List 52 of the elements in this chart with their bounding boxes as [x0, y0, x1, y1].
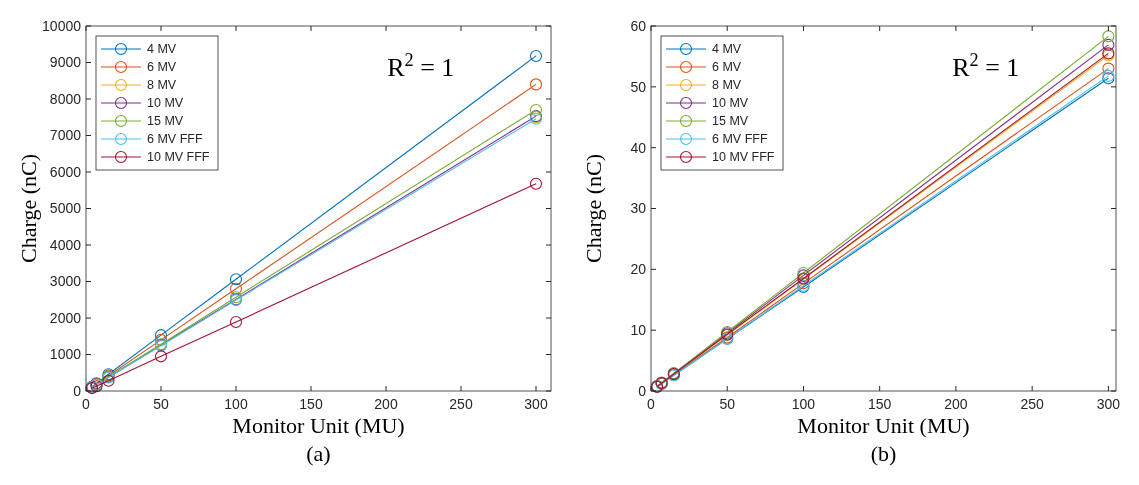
y-tick-label: 2000	[49, 309, 82, 326]
x-tick-label: 300	[524, 396, 548, 412]
legend-label: 4 MV	[147, 42, 177, 57]
y-tick-label: 9000	[49, 54, 82, 71]
x-tick-label: 100	[791, 396, 816, 412]
y-tick-label: 20	[630, 261, 647, 278]
y-tick-label: 3000	[49, 273, 82, 290]
legend-label: 15 MV	[147, 114, 184, 129]
legend-label: 6 MV FFF	[712, 132, 768, 147]
x-tick-label: 50	[719, 396, 736, 412]
x-axis-title: Monitor Unit (MU)	[232, 413, 405, 438]
legend-label: 6 MV FFF	[147, 132, 203, 147]
y-tick-label: 10	[630, 322, 647, 339]
y-tick-label: 5000	[49, 200, 82, 217]
y-tick-label: 40	[630, 139, 647, 156]
y-tick-label: 6000	[49, 163, 82, 180]
x-tick-label: 50	[153, 396, 169, 412]
text: (b)	[870, 441, 897, 466]
x-tick-label: 100	[224, 396, 248, 412]
legend-label: 8 MV	[712, 78, 742, 93]
legend-label: 10 MV	[712, 96, 749, 111]
legend-label: 15 MV	[712, 114, 749, 129]
annotation: R$^{2}$ = 1	[952, 50, 1020, 82]
y-tick-label: 0	[638, 382, 647, 399]
y-tick-label: 50	[630, 78, 647, 95]
x-tick-label: 150	[868, 396, 892, 412]
y-tick-label: 60	[630, 17, 647, 34]
y-tick-label: 0	[73, 382, 82, 399]
legend-label: 6 MV	[147, 60, 177, 75]
text: (a)	[306, 441, 331, 466]
y-tick-label: 30	[630, 200, 647, 217]
legend-label: 10 MV FFF	[147, 150, 210, 165]
legend-label: 10 MV FFF	[712, 150, 775, 165]
x-tick-label: 200	[374, 396, 398, 412]
legend-label: 6 MV	[712, 60, 742, 75]
legend-label: 10 MV	[147, 96, 184, 111]
y-tick-label: 8000	[49, 90, 82, 107]
annotation: R$^{2}$ = 1	[387, 50, 455, 82]
legend-label: 8 MV	[147, 78, 177, 93]
y-axis-title: Charge (nC)	[16, 154, 41, 263]
y-axis-title: Charge (nC)	[581, 154, 606, 263]
y-tick-label: 7000	[49, 127, 82, 144]
x-axis-title: Monitor Unit (MU)	[797, 413, 970, 438]
x-tick-label: 300	[1096, 396, 1121, 412]
x-tick-label: 200	[944, 396, 968, 412]
x-tick-label: 250	[1020, 396, 1045, 412]
x-tick-label: 150	[299, 396, 323, 412]
y-tick-label: 1000	[49, 346, 82, 363]
legend-label: 4 MV	[712, 42, 742, 57]
x-tick-label: 250	[449, 396, 473, 412]
y-tick-label: 4000	[49, 236, 82, 253]
y-tick-label: 10000	[42, 17, 82, 34]
